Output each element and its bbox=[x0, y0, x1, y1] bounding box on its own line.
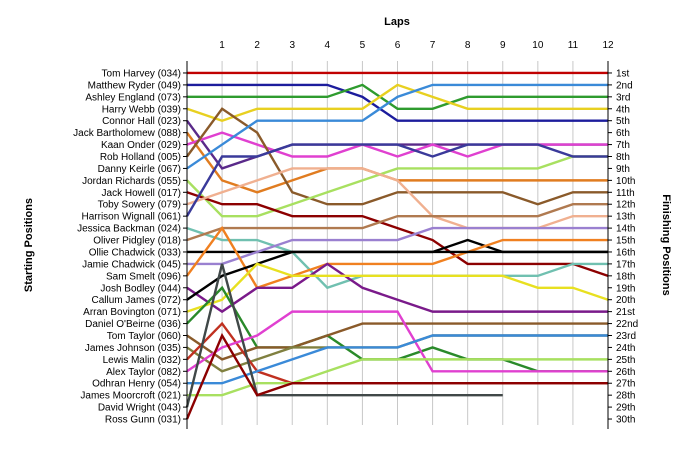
series-line-26 bbox=[186, 310, 608, 373]
start-label: Ashley England (073) bbox=[85, 92, 181, 103]
x-tick-label: 2 bbox=[254, 40, 260, 51]
series-layer bbox=[185, 71, 609, 420]
x-tick-label: 1 bbox=[219, 40, 225, 51]
series-line-19 bbox=[186, 262, 608, 314]
series-line-27 bbox=[187, 334, 608, 385]
series-line-28 bbox=[187, 358, 608, 397]
series-line-2 bbox=[187, 83, 608, 122]
start-label: Jack Bartholomew (088) bbox=[73, 128, 181, 139]
finish-label: 13th bbox=[616, 212, 635, 223]
finish-label: 2nd bbox=[616, 80, 633, 91]
x-tick-label: 9 bbox=[500, 40, 506, 51]
start-label: Jamie Chadwick (045) bbox=[82, 259, 181, 270]
finish-label: 4th bbox=[616, 104, 630, 115]
x-tick-label: 12 bbox=[602, 40, 614, 51]
finish-label: 3rd bbox=[616, 92, 630, 103]
start-label: Rob Holland (005) bbox=[100, 152, 181, 163]
series-line-21 bbox=[186, 262, 609, 313]
finish-label: 23rd bbox=[616, 331, 636, 342]
start-label: Oliver Pidgley (018) bbox=[93, 236, 181, 247]
start-label: Matthew Ryder (049) bbox=[88, 80, 181, 91]
start-label: Harrison Wignall (061) bbox=[82, 212, 181, 223]
start-label: Sam Smelt (096) bbox=[106, 271, 181, 282]
start-label: Callum James (072) bbox=[92, 295, 181, 306]
series-line-9 bbox=[186, 83, 608, 170]
start-label: Kaan Onder (029) bbox=[101, 140, 181, 151]
y-axis-label-left: Starting Positions bbox=[23, 198, 35, 292]
finish-label: 7th bbox=[616, 140, 630, 151]
finish-label: 27th bbox=[616, 379, 635, 390]
series-line-11 bbox=[186, 191, 609, 277]
x-tick-label: 10 bbox=[532, 40, 544, 51]
series-line-29 bbox=[185, 263, 503, 408]
start-label: James Johnson (035) bbox=[85, 343, 181, 354]
start-label: Arran Bovington (071) bbox=[83, 307, 181, 318]
x-tick-label: 4 bbox=[325, 40, 331, 51]
finish-label: 5th bbox=[616, 116, 630, 127]
finish-label: 12th bbox=[616, 200, 635, 211]
finish-label: 14th bbox=[616, 224, 635, 235]
finish-label: 16th bbox=[616, 247, 635, 258]
finish-label: 1st bbox=[616, 68, 630, 79]
start-label: Odhran Henry (054) bbox=[92, 379, 181, 390]
finish-label: 18th bbox=[616, 271, 635, 282]
series-line-30 bbox=[185, 332, 608, 420]
start-label: James Moorcroft (021) bbox=[80, 391, 181, 402]
start-label: Daniel O'Beirne (036) bbox=[85, 319, 181, 330]
finish-label: 28th bbox=[616, 391, 635, 402]
series-line-4 bbox=[186, 83, 608, 122]
finish-label: 8th bbox=[616, 152, 630, 163]
x-tick-label: 6 bbox=[395, 40, 401, 51]
start-label: Tom Harvey (034) bbox=[102, 68, 181, 79]
start-label: Harry Webb (039) bbox=[102, 104, 181, 115]
finish-label: 21st bbox=[616, 307, 635, 318]
start-label: Josh Bodley (044) bbox=[100, 283, 181, 294]
start-label: Danny Keirle (067) bbox=[98, 164, 181, 175]
series-line-23 bbox=[186, 322, 608, 361]
start-label: Connor Hall (023) bbox=[102, 116, 181, 127]
finish-label: 26th bbox=[616, 367, 635, 378]
start-label: Lewis Malin (032) bbox=[103, 355, 181, 366]
finish-label: 6th bbox=[616, 128, 630, 139]
finish-label: 29th bbox=[616, 403, 635, 414]
start-label: Jack Howell (017) bbox=[102, 188, 181, 199]
finish-label: 24th bbox=[616, 343, 635, 354]
x-tick-label: 3 bbox=[289, 40, 295, 51]
series-line-10 bbox=[186, 155, 608, 218]
start-label: Tom Taylor (060) bbox=[107, 331, 181, 342]
finish-label: 17th bbox=[616, 259, 635, 270]
finish-label: 25th bbox=[616, 355, 635, 366]
start-label: Toby Sowery (079) bbox=[98, 200, 181, 211]
start-label: Alex Taylor (082) bbox=[106, 367, 181, 378]
start-label: Ollie Chadwick (033) bbox=[89, 247, 181, 258]
y-axis-label-right: Finishing Positions bbox=[660, 194, 672, 295]
x-tick-label: 11 bbox=[568, 40, 579, 51]
series-line-3 bbox=[187, 83, 608, 110]
finish-label: 10th bbox=[616, 176, 635, 187]
finish-label: 9th bbox=[616, 164, 630, 175]
finish-label: 20th bbox=[616, 295, 635, 306]
series-line-15 bbox=[186, 203, 608, 242]
finish-label: 22nd bbox=[616, 319, 638, 330]
axes-layer bbox=[183, 61, 612, 429]
series-line-8 bbox=[186, 107, 608, 206]
start-label: Jordan Richards (055) bbox=[82, 176, 181, 187]
start-label: Ross Gunn (031) bbox=[105, 415, 181, 426]
x-tick-label: 5 bbox=[360, 40, 366, 51]
start-label: Jessica Backman (024) bbox=[77, 224, 181, 235]
series-line-13 bbox=[185, 143, 608, 217]
finish-label: 15th bbox=[616, 236, 635, 247]
x-tick-label: 7 bbox=[430, 40, 436, 51]
start-label: David Wright (043) bbox=[98, 403, 181, 414]
series-line-17 bbox=[187, 226, 608, 266]
finish-label: 11th bbox=[616, 188, 635, 199]
finish-label: 30th bbox=[616, 415, 635, 426]
chart-title: Laps bbox=[384, 16, 410, 28]
finish-label: 19th bbox=[616, 283, 635, 294]
x-tick-label: 8 bbox=[465, 40, 471, 51]
